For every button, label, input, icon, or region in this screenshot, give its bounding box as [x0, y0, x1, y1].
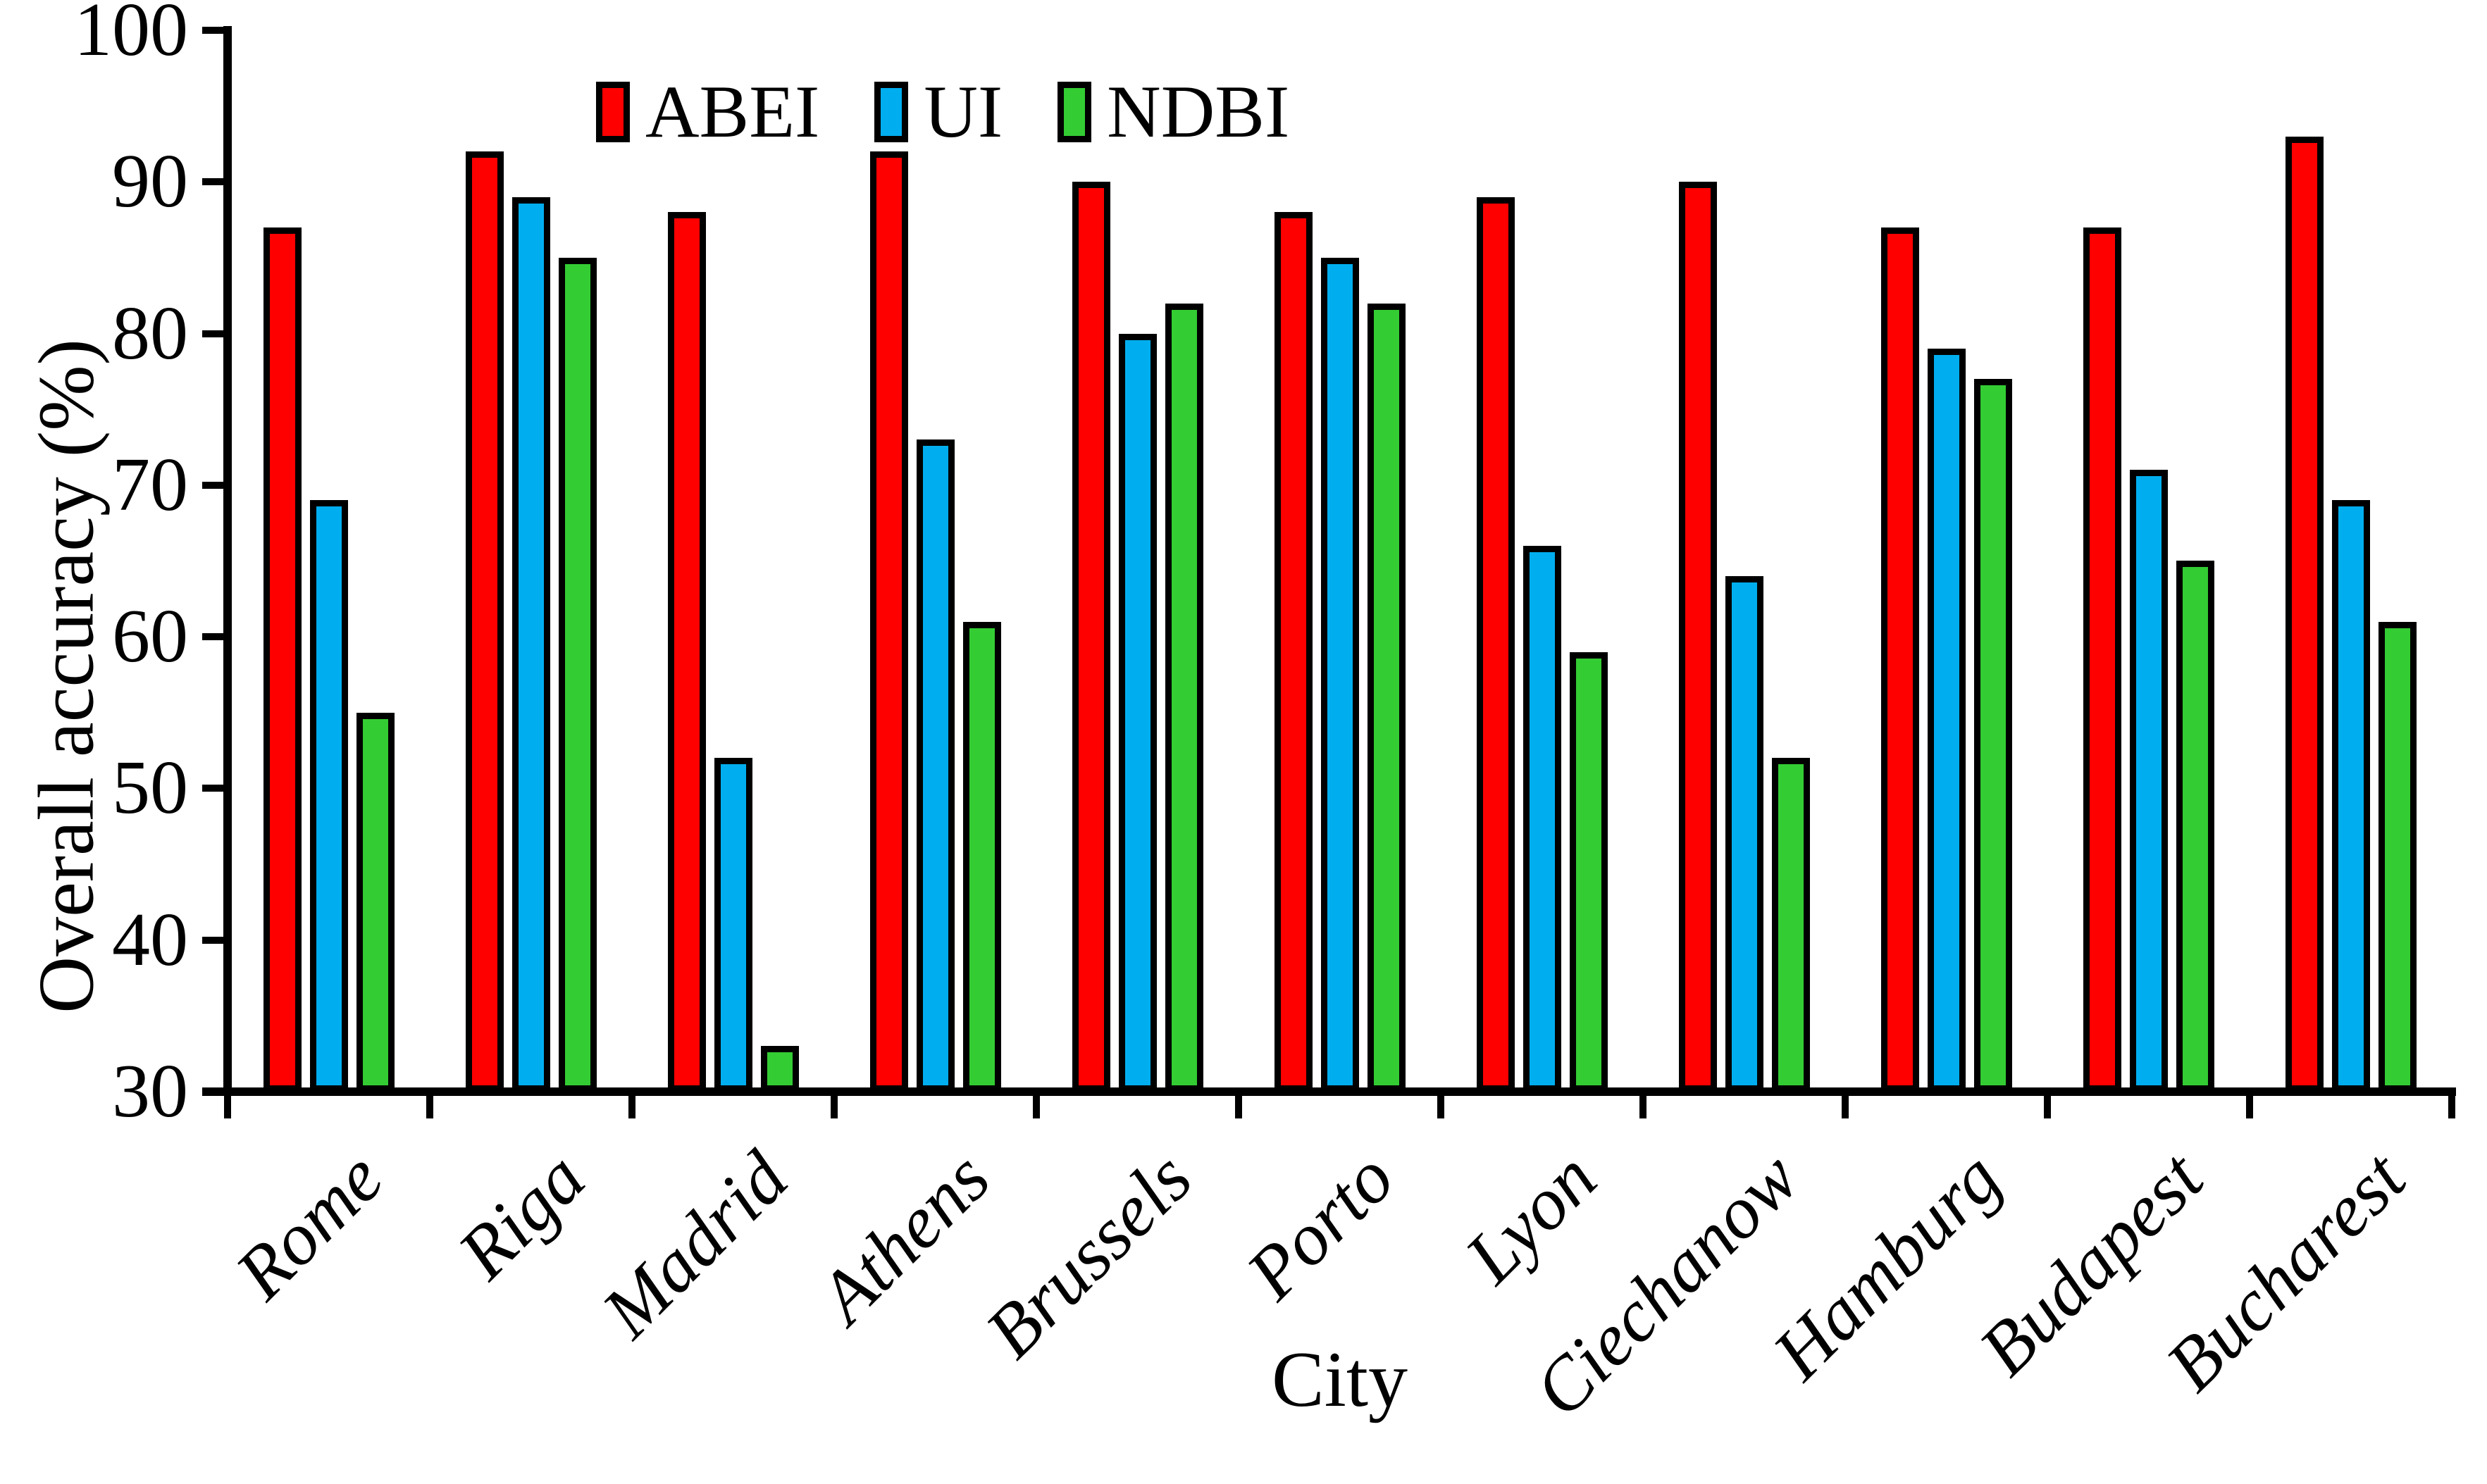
x-tick — [2246, 1092, 2253, 1118]
y-tick-label: 60 — [112, 594, 188, 679]
legend-label: NDBI — [1107, 70, 1290, 153]
legend: ABEI UI NDBI — [596, 73, 1289, 151]
bar-ui-madrid — [714, 758, 752, 1092]
bar-ui-porto — [1320, 258, 1359, 1092]
bar-abei-hamburg — [1880, 227, 1919, 1092]
x-tick — [1842, 1092, 1849, 1118]
bar-ui-hamburg — [1927, 349, 1966, 1092]
y-tick-90 — [202, 178, 223, 186]
y-tick-label: 50 — [112, 746, 188, 830]
y-tick-80 — [202, 330, 223, 337]
legend-swatch-abei — [596, 82, 630, 142]
y-tick-40 — [202, 936, 223, 944]
bar-ndbi-rome — [356, 713, 395, 1092]
bar-ndbi-ciechanow — [1771, 758, 1810, 1092]
y-tick-label: 90 — [112, 139, 188, 224]
bar-group-lyon — [1441, 30, 1643, 1092]
bar-group-brussels — [1036, 30, 1239, 1092]
x-tick — [1033, 1092, 1040, 1118]
legend-label: UI — [924, 70, 1003, 153]
bar-abei-lyon — [1476, 197, 1515, 1092]
legend-item-ui: UI — [874, 73, 1003, 151]
bar-ui-riga — [511, 197, 550, 1092]
legend-item-ndbi: NDBI — [1058, 73, 1289, 151]
bar-abei-ciechanow — [1678, 182, 1717, 1092]
bar-ui-brussels — [1118, 334, 1157, 1092]
legend-swatch-ui — [874, 82, 909, 142]
bar-abei-bucharest — [2285, 137, 2324, 1092]
bar-group-bucharest — [2250, 30, 2452, 1092]
category-label-rome: Rome — [220, 1136, 399, 1315]
bar-group-budapest — [2047, 30, 2250, 1092]
y-tick-100 — [202, 27, 223, 34]
bar-abei-porto — [1274, 212, 1313, 1092]
y-tick-60 — [202, 633, 223, 641]
legend-item-abei: ABEI — [596, 73, 819, 151]
x-tick — [1235, 1092, 1242, 1118]
bar-abei-athens — [869, 151, 908, 1092]
x-tick — [2044, 1092, 2051, 1118]
category-label-lyon: Lyon — [1449, 1136, 1612, 1299]
bar-ui-budapest — [2129, 470, 2168, 1092]
bar-group-hamburg — [1845, 30, 2047, 1092]
y-tick-label: 100 — [74, 0, 188, 72]
y-tick-30 — [202, 1088, 223, 1095]
category-label-hamburg: Hamburg — [1757, 1136, 2016, 1395]
bar-ndbi-lyon — [1569, 652, 1608, 1092]
x-tick — [426, 1092, 433, 1118]
bar-abei-rome — [263, 227, 302, 1092]
bar-abei-budapest — [2083, 227, 2121, 1092]
category-label-brussels: Brussels — [969, 1136, 1208, 1374]
bar-ndbi-budapest — [2176, 561, 2214, 1092]
x-tick — [2448, 1092, 2455, 1118]
x-tick — [1437, 1092, 1444, 1118]
category-label-porto: Porto — [1231, 1136, 1410, 1315]
bar-group-riga — [430, 30, 632, 1092]
y-tick-label: 40 — [112, 897, 188, 982]
bar-abei-brussels — [1072, 182, 1110, 1092]
category-label-madrid: Madrid — [585, 1136, 803, 1353]
bar-ndbi-hamburg — [1973, 379, 2012, 1092]
y-tick-70 — [202, 481, 223, 489]
bar-group-rome — [228, 30, 430, 1092]
legend-label: ABEI — [645, 70, 820, 153]
bar-group-ciechanow — [1643, 30, 1845, 1092]
y-tick-label: 70 — [112, 442, 188, 527]
x-tick — [628, 1092, 635, 1118]
bar-group-athens — [834, 30, 1036, 1092]
bar-group-porto — [1239, 30, 1441, 1092]
bar-group-madrid — [632, 30, 834, 1092]
bar-ndbi-riga — [558, 258, 597, 1092]
category-label-athens: Athens — [802, 1136, 1005, 1339]
bar-ndbi-brussels — [1165, 304, 1203, 1092]
bar-ui-bucharest — [2331, 500, 2370, 1092]
bar-abei-madrid — [667, 212, 706, 1092]
bar-abei-riga — [465, 151, 504, 1092]
y-axis-line — [223, 26, 232, 1096]
bar-ndbi-athens — [962, 622, 1001, 1092]
x-tick — [1639, 1092, 1646, 1118]
x-axis-title: City — [1272, 1336, 1408, 1423]
y-tick-50 — [202, 785, 223, 792]
bar-ui-ciechanow — [1725, 576, 1763, 1092]
bar-ndbi-bucharest — [2378, 622, 2417, 1092]
bar-ndbi-madrid — [760, 1046, 799, 1092]
y-tick-label: 80 — [112, 291, 188, 375]
bar-ui-rome — [309, 500, 348, 1092]
category-label-riga: Riga — [442, 1136, 601, 1295]
legend-swatch-ndbi — [1058, 82, 1092, 142]
x-tick — [224, 1092, 231, 1118]
y-tick-label: 30 — [112, 1049, 188, 1133]
bar-ui-athens — [916, 439, 955, 1092]
bar-ui-lyon — [1522, 546, 1561, 1092]
x-tick — [831, 1092, 838, 1118]
bar-ndbi-porto — [1367, 304, 1406, 1092]
